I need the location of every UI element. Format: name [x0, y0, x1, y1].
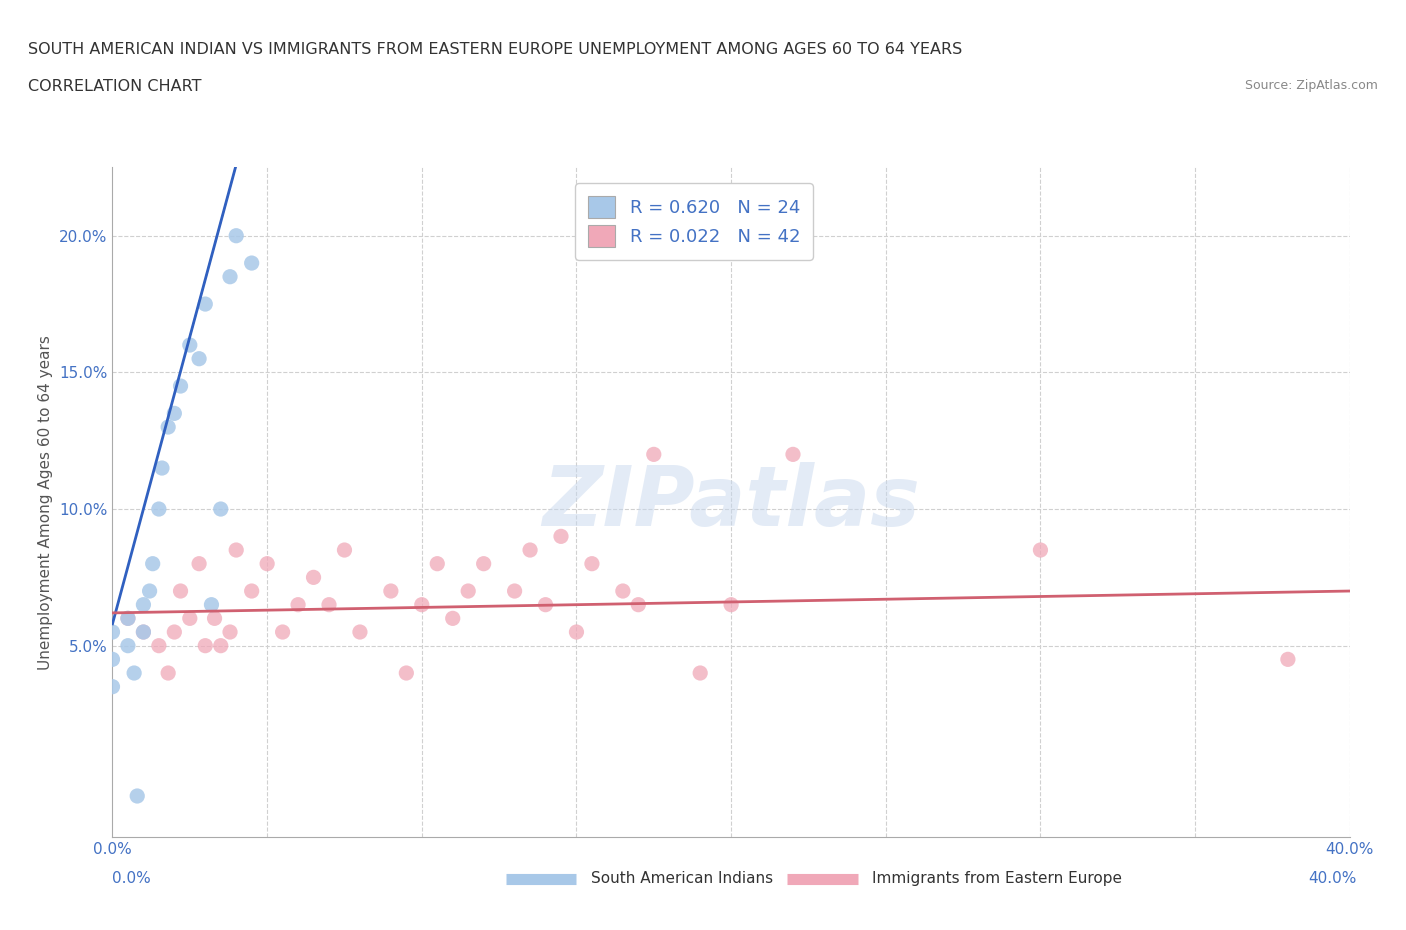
Point: [200, 597, 222, 612]
Point: [333, 542, 356, 557]
Point: [169, 584, 191, 599]
Point: [101, 625, 124, 640]
Point: [179, 338, 201, 352]
Point: [565, 625, 588, 640]
Point: [142, 556, 165, 571]
Point: [534, 597, 557, 612]
Point: [138, 584, 160, 599]
Text: 0.0%: 0.0%: [112, 871, 152, 886]
Point: [117, 638, 139, 653]
Point: [194, 297, 217, 312]
Point: [148, 638, 170, 653]
Point: [1277, 652, 1299, 667]
Point: [782, 447, 804, 462]
Point: [132, 625, 155, 640]
Point: [302, 570, 325, 585]
Point: [179, 611, 201, 626]
Point: [457, 584, 479, 599]
Point: [132, 597, 155, 612]
Point: [581, 556, 603, 571]
Point: [519, 542, 541, 557]
Point: [225, 228, 247, 243]
Point: [503, 584, 526, 599]
Point: [380, 584, 402, 599]
Text: ZIPatlas: ZIPatlas: [543, 461, 920, 543]
Point: [240, 256, 263, 271]
Point: [194, 638, 217, 653]
Point: [101, 652, 124, 667]
Point: [395, 666, 418, 681]
Point: [287, 597, 309, 612]
Point: [188, 352, 211, 366]
Point: [101, 679, 124, 694]
Point: [132, 625, 155, 640]
Legend: R = 0.620   N = 24, R = 0.022   N = 42: R = 0.620 N = 24, R = 0.022 N = 42: [575, 183, 813, 259]
Point: [122, 666, 145, 681]
Point: [720, 597, 742, 612]
Text: Immigrants from Eastern Europe: Immigrants from Eastern Europe: [872, 871, 1122, 886]
Point: [209, 638, 232, 653]
Text: Source: ZipAtlas.com: Source: ZipAtlas.com: [1244, 79, 1378, 92]
Point: [188, 556, 211, 571]
Point: [627, 597, 650, 612]
Point: [209, 501, 232, 516]
Point: [150, 460, 173, 475]
Text: CORRELATION CHART: CORRELATION CHART: [28, 79, 201, 94]
Point: [426, 556, 449, 571]
Point: [550, 529, 572, 544]
Point: [204, 611, 226, 626]
Point: [127, 789, 149, 804]
Point: [643, 447, 665, 462]
Text: SOUTH AMERICAN INDIAN VS IMMIGRANTS FROM EASTERN EUROPE UNEMPLOYMENT AMONG AGES : SOUTH AMERICAN INDIAN VS IMMIGRANTS FROM…: [28, 42, 962, 57]
Text: South American Indians: South American Indians: [591, 871, 773, 886]
Point: [472, 556, 495, 571]
Point: [689, 666, 711, 681]
Point: [163, 625, 186, 640]
Point: [225, 542, 247, 557]
Text: 40.0%: 40.0%: [1309, 871, 1357, 886]
Point: [256, 556, 278, 571]
Point: [157, 666, 180, 681]
Point: [219, 270, 242, 285]
Point: [169, 379, 191, 393]
Point: [318, 597, 340, 612]
Point: [117, 611, 139, 626]
Y-axis label: Unemployment Among Ages 60 to 64 years: Unemployment Among Ages 60 to 64 years: [38, 335, 53, 670]
Point: [157, 419, 180, 434]
Point: [219, 625, 242, 640]
Point: [271, 625, 294, 640]
Point: [163, 405, 186, 420]
Point: [349, 625, 371, 640]
Point: [612, 584, 634, 599]
Point: [1029, 542, 1052, 557]
Point: [411, 597, 433, 612]
Point: [441, 611, 464, 626]
Point: [240, 584, 263, 599]
Point: [117, 611, 139, 626]
Point: [148, 501, 170, 516]
